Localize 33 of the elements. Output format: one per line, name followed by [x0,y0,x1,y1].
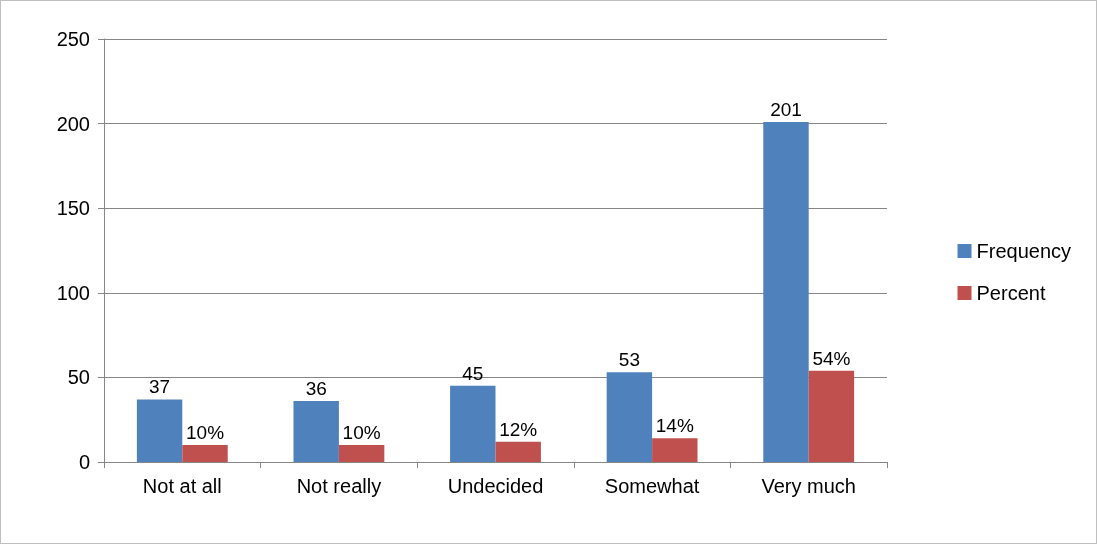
bar [182,445,228,462]
y-tick-label: 50 [67,366,90,389]
data-label: 45 [462,362,484,384]
y-tick-label: 250 [56,28,90,50]
data-label: 36 [305,378,327,400]
y-tick-label: 100 [56,281,90,304]
legend-label: Frequency [976,240,1072,262]
data-label: 54% [812,347,851,369]
data-label: 53 [618,349,640,371]
x-tick-label: Not really [296,475,382,497]
data-label: 37 [149,376,171,398]
bar [338,445,385,462]
x-tick-label: Somewhat [604,475,700,497]
bar [808,370,855,462]
bar [450,385,496,462]
data-label: 14% [655,415,694,437]
bar [763,121,809,462]
y-tick-label: 0 [78,451,90,473]
bar [136,399,183,462]
x-tick-label: Not at all [142,475,222,497]
data-label: 10% [342,422,381,444]
bar [293,401,339,462]
y-tick-label: 150 [56,197,90,220]
bar [495,441,541,462]
x-tick-label: Undecided [447,475,544,497]
y-tick-label: 200 [56,112,90,135]
bar [606,372,653,462]
legend-label: Percent [976,282,1046,304]
data-label: 10% [185,422,225,444]
bar [652,438,698,462]
data-label: 201 [770,98,802,120]
x-tick-label: Very much [761,475,856,497]
data-label: 12% [499,418,538,440]
